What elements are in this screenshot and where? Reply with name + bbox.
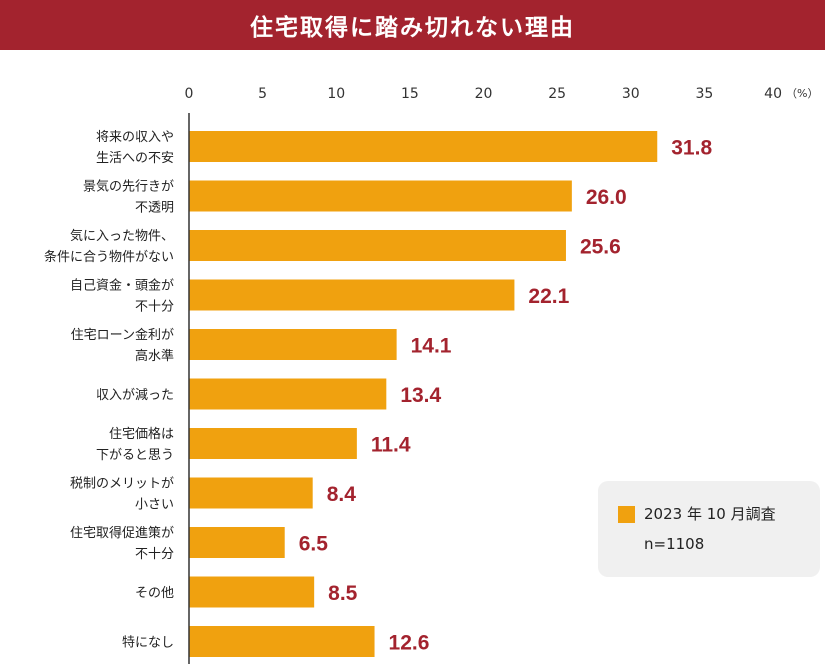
category-label: 税制のメリットが bbox=[70, 477, 174, 492]
bar-value-label: 13.4 bbox=[400, 384, 441, 407]
x-tick-label: 5 bbox=[258, 86, 267, 102]
chart-title: 住宅取得に踏み切れない理由 bbox=[250, 15, 575, 41]
bar-value-label: 25.6 bbox=[580, 236, 621, 259]
bar bbox=[189, 378, 387, 410]
category-label: 住宅取得促進策が bbox=[70, 525, 174, 541]
bar-value-label: 22.1 bbox=[528, 285, 569, 308]
category-label: 小さい bbox=[135, 498, 174, 513]
bar-value-label: 11.4 bbox=[371, 434, 411, 457]
category-label: 住宅ローン金利が bbox=[71, 327, 174, 343]
x-tick-label: 35 bbox=[695, 86, 713, 102]
category-label: 特になし bbox=[122, 636, 174, 651]
value-labels: 31.8 26.0 25.6 22.1 14.1 13.4 11.4 8.4 6.5 8.5 12.… bbox=[299, 137, 713, 655]
bar-value-label: 12.6 bbox=[389, 632, 430, 655]
category-label: 不十分 bbox=[135, 547, 174, 562]
x-tick-label: 20 bbox=[475, 86, 493, 102]
bar-value-label: 8.4 bbox=[327, 483, 357, 506]
legend-swatch bbox=[618, 506, 635, 523]
legend: 2023 年 10 月調査 n=1108 bbox=[598, 481, 820, 577]
category-label: 住宅価格は bbox=[109, 426, 174, 442]
bar bbox=[189, 477, 313, 509]
x-tick-label: 0 bbox=[185, 86, 194, 102]
category-label: 条件に合う物件がない bbox=[44, 249, 174, 265]
x-axis-ticks: 0 5 10 15 20 25 30 35 40 （%） bbox=[185, 86, 819, 102]
category-labels: 将来の収入や生活への不安景気の先行きが不透明気に入った物件、条件に合う物件がない… bbox=[44, 130, 174, 651]
bar bbox=[189, 576, 315, 608]
category-label: 自己資金・頭金が bbox=[70, 278, 174, 294]
bar bbox=[189, 230, 566, 261]
category-label: その他 bbox=[135, 586, 174, 601]
x-axis-unit: （%） bbox=[786, 87, 818, 100]
category-label: 景気の先行きが bbox=[83, 179, 174, 195]
bar bbox=[189, 626, 375, 657]
bar bbox=[189, 131, 658, 162]
category-label: 下がると思う bbox=[96, 448, 174, 463]
category-label: 収入が減った bbox=[96, 387, 174, 403]
bar bbox=[189, 527, 285, 558]
x-tick-label: 10 bbox=[327, 86, 345, 102]
title-bar: 住宅取得に踏み切れない理由 bbox=[0, 0, 825, 50]
bar bbox=[189, 279, 515, 311]
bar-value-label: 8.5 bbox=[328, 582, 358, 605]
category-label: 不透明 bbox=[135, 201, 174, 216]
legend-series-name: 2023 年 10 月調査 bbox=[644, 505, 776, 523]
bar-value-label: 26.0 bbox=[586, 186, 627, 209]
x-tick-label: 25 bbox=[548, 86, 566, 102]
x-tick-label: 30 bbox=[622, 86, 640, 102]
bar bbox=[189, 428, 357, 459]
category-label: 不十分 bbox=[135, 300, 174, 315]
x-tick-label: 40 bbox=[764, 86, 782, 102]
bar-value-label: 6.5 bbox=[299, 533, 329, 556]
category-label: 気に入った物件、 bbox=[70, 228, 174, 244]
bar bbox=[189, 329, 397, 360]
x-tick-label: 15 bbox=[401, 86, 419, 102]
bar-value-label: 14.1 bbox=[411, 335, 452, 358]
category-label: 高水準 bbox=[135, 348, 174, 364]
legend-sample-size: n=1108 bbox=[644, 535, 705, 553]
bar bbox=[189, 180, 572, 212]
category-label: 将来の収入や bbox=[96, 130, 174, 145]
category-label: 生活への不安 bbox=[96, 151, 174, 166]
bar-value-label: 31.8 bbox=[671, 137, 712, 160]
bars bbox=[189, 131, 658, 657]
